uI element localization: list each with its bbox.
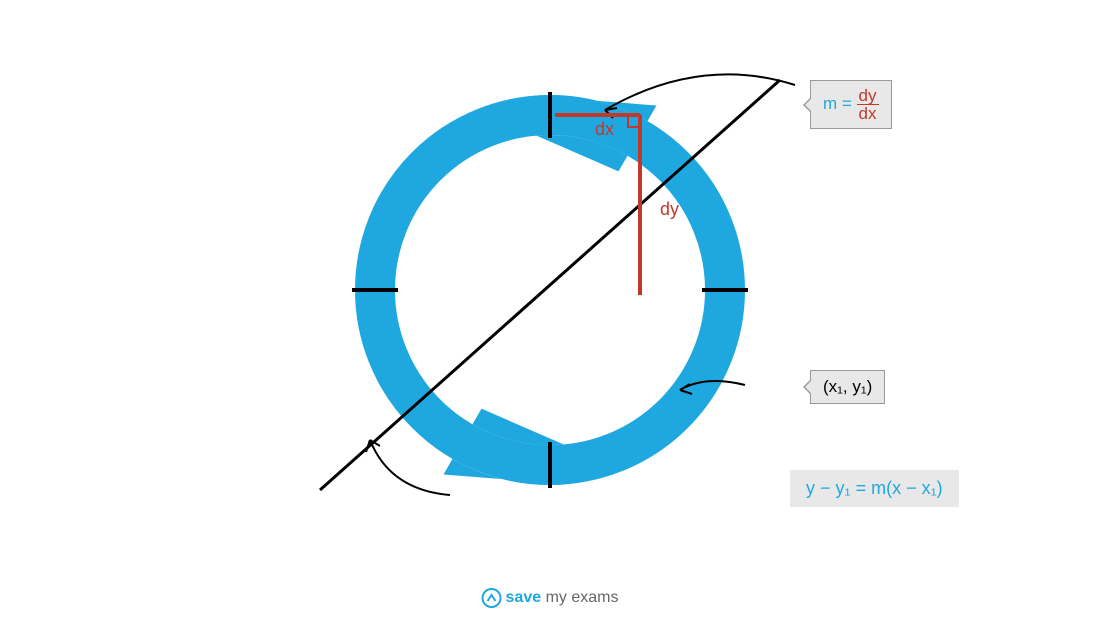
gradient-dx: dx [857, 105, 879, 122]
footer-logo: save my exams [482, 588, 619, 608]
gradient-m: m = [823, 94, 857, 113]
diagram-canvas: dxdy [0, 0, 1100, 626]
equation-text: y − y₁ = m(x − x₁) [806, 478, 943, 498]
gradient-label-tag: m = dydx [810, 80, 892, 129]
ring-body [375, 115, 725, 465]
gradient-dy: dy [857, 87, 879, 105]
point-label-tag: (x₁, y₁) [810, 370, 885, 404]
footer-my: my [541, 589, 571, 606]
footer-save: save [506, 589, 542, 606]
dx-label: dx [595, 119, 614, 139]
footer-exams: exams [571, 589, 618, 606]
footer-logo-icon [482, 588, 502, 608]
dy-label: dy [660, 199, 679, 219]
point-text: (x₁, y₁) [823, 377, 872, 396]
equation-box: y − y₁ = m(x − x₁) [790, 470, 959, 507]
